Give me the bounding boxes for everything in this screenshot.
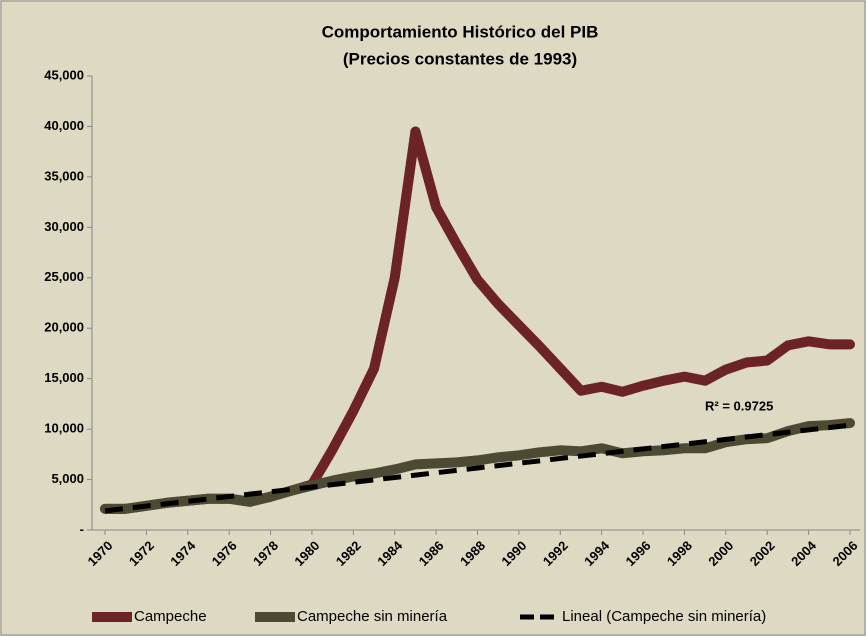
- y-tick-label: 30,000: [44, 219, 84, 234]
- legend-label: Lineal (Campeche sin minería): [562, 608, 766, 625]
- chart-subtitle: (Precios constantes de 1993): [343, 49, 577, 68]
- annotation: R² = 0.9725: [705, 398, 773, 413]
- y-tick-label: 15,000: [44, 370, 84, 385]
- legend-label: Campeche: [134, 608, 207, 625]
- legend-label: Campeche sin minería: [297, 608, 448, 625]
- y-tick-label: -: [80, 521, 84, 536]
- y-tick-label: 35,000: [44, 168, 84, 183]
- y-tick-label: 25,000: [44, 269, 84, 284]
- y-tick-label: 20,000: [44, 320, 84, 335]
- y-tick-label: 10,000: [44, 421, 84, 436]
- y-tick-label: 45,000: [44, 67, 84, 82]
- y-tick-label: 5,000: [51, 471, 84, 486]
- y-tick-label: 40,000: [44, 118, 84, 133]
- chart-title: Comportamiento Histórico del PIB: [322, 22, 599, 41]
- series-line: [104, 422, 851, 514]
